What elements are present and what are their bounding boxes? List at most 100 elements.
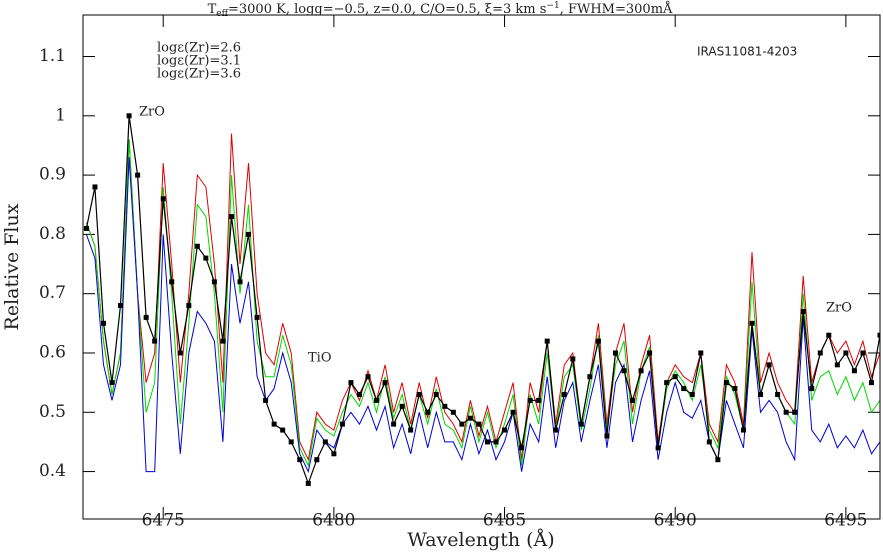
y-tick-label: 0.5 — [39, 402, 66, 422]
x-tick-label: 6480 — [312, 511, 355, 531]
data-point — [834, 362, 840, 368]
x-tick-label: 6475 — [142, 511, 185, 531]
data-point — [374, 397, 380, 403]
y-tick-label: 1.1 — [39, 46, 66, 66]
data-point — [322, 439, 328, 445]
data-point — [502, 427, 508, 433]
y-tick-label: 0.9 — [39, 165, 66, 185]
data-point — [493, 439, 499, 445]
data-point — [732, 386, 738, 392]
data-point — [305, 480, 311, 486]
legend-entry: logε(Zr)=3.6 — [157, 67, 241, 82]
data-point — [339, 421, 345, 427]
title-subscript: eff — [216, 9, 228, 19]
data-point — [442, 403, 448, 409]
data-point — [519, 445, 525, 451]
data-point — [749, 320, 755, 326]
data-point — [100, 320, 106, 326]
data-point — [331, 451, 337, 457]
data-point — [203, 255, 209, 261]
data-point — [740, 427, 746, 433]
annotation: ZrO — [139, 105, 165, 120]
data-point — [706, 439, 712, 445]
y-tick-label: 0.8 — [39, 224, 66, 244]
series-line — [85, 115, 880, 486]
data-point — [433, 391, 439, 397]
y-tick-label: 0.4 — [39, 461, 66, 481]
data-point — [775, 391, 781, 397]
data-point — [715, 457, 721, 463]
data-point — [758, 391, 764, 397]
data-point — [450, 409, 456, 415]
data-point — [851, 368, 857, 374]
data-point — [587, 374, 593, 380]
data-point — [135, 172, 141, 178]
data-point — [416, 391, 422, 397]
data-point — [826, 332, 832, 338]
annotation: TiO — [308, 351, 332, 366]
data-point — [467, 415, 473, 421]
data-point — [536, 397, 542, 403]
data-point — [689, 391, 695, 397]
data-point — [399, 403, 405, 409]
data-point — [365, 374, 371, 380]
data-point — [792, 409, 798, 415]
data-point — [83, 225, 89, 231]
data-point — [194, 243, 200, 249]
data-point — [766, 362, 772, 368]
x-axis-label: Wavelength (Å) — [407, 529, 554, 551]
plot-area — [83, 113, 880, 486]
data-point — [553, 427, 559, 433]
series-line — [85, 139, 880, 468]
annotation: ZrO — [826, 301, 852, 316]
legend-entry: logε(Zr)=2.6 — [157, 41, 241, 56]
y-tick-label: 0.7 — [39, 283, 66, 303]
data-point — [356, 391, 362, 397]
data-point — [809, 386, 815, 392]
data-point — [220, 338, 226, 344]
data-point — [237, 279, 243, 285]
data-point — [604, 433, 610, 439]
data-point — [160, 196, 166, 202]
data-point — [698, 350, 704, 356]
data-point — [843, 350, 849, 356]
plot-frame — [82, 14, 881, 520]
data-point — [246, 231, 252, 237]
data-point — [382, 380, 388, 386]
y-axis-label: Relative Flux — [1, 203, 23, 330]
data-point — [459, 421, 465, 427]
series-line — [85, 133, 880, 462]
y-tick-label: 1 — [55, 105, 66, 125]
x-tick-label: 6495 — [824, 511, 867, 531]
data-point — [143, 314, 149, 320]
data-point — [817, 350, 823, 356]
data-point — [647, 350, 653, 356]
data-point — [92, 184, 98, 190]
data-point — [484, 439, 490, 445]
data-point — [664, 380, 670, 386]
data-point — [621, 368, 627, 374]
data-point — [254, 314, 260, 320]
data-point — [425, 409, 431, 415]
data-point — [169, 279, 175, 285]
data-point — [561, 391, 567, 397]
data-point — [280, 427, 286, 433]
data-point — [177, 350, 183, 356]
data-point — [800, 308, 806, 314]
data-point — [544, 338, 550, 344]
data-point — [152, 338, 158, 344]
title-part: T — [208, 2, 217, 17]
data-point — [297, 457, 303, 463]
data-point — [638, 368, 644, 374]
data-point — [877, 332, 880, 338]
data-point — [263, 397, 269, 403]
y-tick-label: 0.6 — [39, 342, 66, 362]
data-point — [271, 421, 277, 427]
data-point — [868, 380, 874, 386]
data-point — [681, 386, 687, 392]
series-line — [85, 157, 880, 474]
data-point — [570, 356, 576, 362]
data-point — [126, 113, 132, 119]
data-point — [109, 380, 115, 386]
title-part: , FWHM=300mÅ — [560, 1, 673, 17]
